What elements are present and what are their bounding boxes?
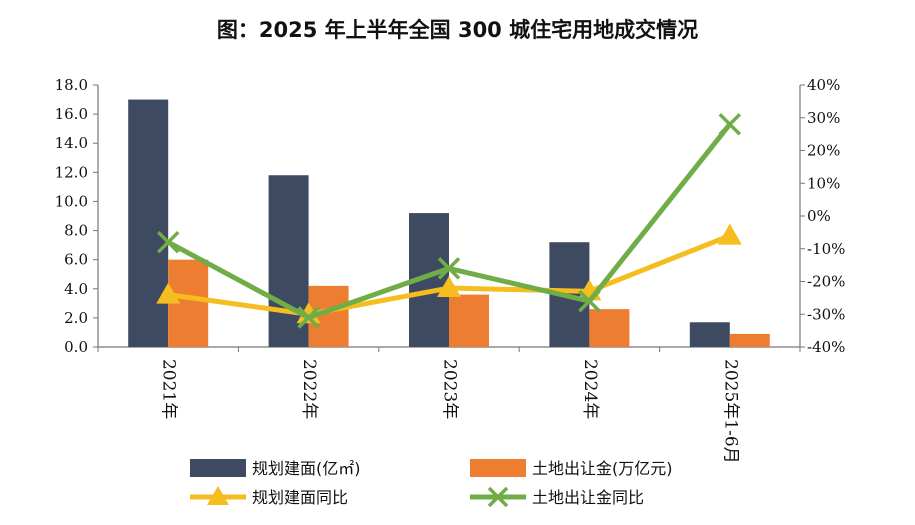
left-tick-label: 8.0 [64,222,88,240]
left-tick-label: 2.0 [64,309,88,327]
x-marker [578,289,601,313]
right-tick-label: 40% [807,76,840,94]
legend-label: 规划建面(亿㎡) [252,459,361,478]
bar-land-revenue [729,333,770,347]
legend-label: 土地出让金(万亿元) [532,459,673,478]
triangle-marker [717,223,742,245]
x-marker [156,230,180,254]
x-marker [297,306,320,329]
left-tick-label: 10.0 [55,192,88,210]
left-tick-label: 18.0 [55,76,88,94]
x-tick-label: 2025年1-6月 [720,359,740,464]
left-tick-label: 16.0 [55,105,88,123]
left-tick-label: 12.0 [55,163,88,181]
right-tick-label: 10% [807,174,840,192]
left-tick-label: 4.0 [64,280,88,298]
legend-triangle-marker [207,486,229,505]
bar-planned-area [128,99,169,347]
bar-land-revenue [449,294,489,347]
triangle-marker [437,276,461,298]
axes: 0.0 2.0 4.0 6.0 8.0 10.0 12.0 14.0 16.0 18.0 -40% -… [55,76,846,464]
left-tick-label: 0.0 [64,338,88,356]
bar-land-revenue [589,309,630,347]
x-tick-label: 2023年 [440,359,460,419]
bars [128,99,770,347]
legend-label: 土地出让金同比 [532,488,644,507]
left-tick-label: 6.0 [64,251,88,269]
lines [156,113,742,329]
legend-x-marker [487,486,509,508]
right-tick-label: 0% [807,207,831,225]
x-marker [718,113,742,136]
chart-title: 图：2025 年上半年全国 300 城住宅用地成交情况 [216,18,699,42]
legend-swatch [470,459,526,477]
legend-swatch [190,459,246,477]
right-tick-label: 20% [807,142,840,160]
legend-label: 规划建面同比 [252,488,348,507]
bar-planned-area [689,322,730,347]
x-tick-label: 2022年 [299,359,319,419]
right-tick-label: -20% [807,273,845,291]
x-marker [437,257,461,280]
right-tick-label: -30% [807,305,845,323]
right-tick-label: -40% [807,338,845,356]
right-tick-label: -10% [807,240,845,258]
triangle-marker [156,282,181,304]
x-tick-label: 2021年 [159,359,179,419]
legend: 规划建面(亿㎡) 土地出让金(万亿元) 规划建面同比 土地出让金同比 [190,459,673,508]
right-tick-label: 30% [807,109,840,127]
x-tick-label: 2024年 [580,359,600,419]
left-tick-label: 14.0 [55,134,88,152]
